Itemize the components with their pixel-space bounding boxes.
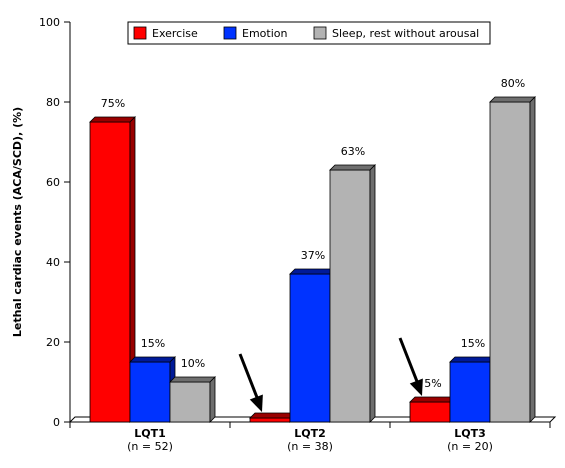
data-label: 63%	[341, 145, 365, 158]
arrow-head	[249, 394, 263, 412]
bar	[409, 396, 456, 423]
bar-front	[409, 401, 451, 423]
legend-swatch	[223, 26, 237, 40]
legend-swatch	[133, 26, 147, 40]
bar-front	[169, 381, 211, 423]
bar-front	[489, 101, 531, 423]
arrow-shaft	[238, 353, 260, 401]
legend-label: Exercise	[152, 27, 198, 40]
legend-label: Sleep, rest without arousal	[332, 27, 479, 40]
bar	[289, 268, 336, 423]
bar-top	[329, 164, 376, 171]
bar-front	[449, 361, 491, 423]
bar-front	[329, 169, 371, 423]
y-tick-label: 0	[53, 416, 60, 429]
bar-side	[529, 96, 536, 423]
bar-top	[89, 116, 136, 123]
data-label: 5%	[424, 377, 441, 390]
arrow-head	[409, 378, 423, 396]
category-label: LQT2	[294, 427, 326, 440]
data-label: 80%	[501, 77, 525, 90]
y-tick-label: 60	[46, 176, 60, 189]
annotation-arrows	[238, 337, 423, 412]
bar	[489, 96, 536, 423]
y-tick-label: 80	[46, 96, 60, 109]
bar	[169, 376, 216, 423]
data-label: 10%	[181, 357, 205, 370]
y-axis-title: Lethal cardiac events (ACA/SCD), (%)	[11, 107, 24, 337]
category-label: LQT1	[134, 427, 166, 440]
data-label: 37%	[301, 249, 325, 262]
bar-top	[449, 356, 496, 363]
data-labels: 75% 15% 10% 37% 63% 5% 15% 80%	[101, 77, 525, 390]
bar-top	[129, 356, 176, 363]
bar-top	[249, 412, 296, 419]
bar-front	[129, 361, 171, 423]
legend: Exercise Emotion Sleep, rest without arous…	[127, 21, 491, 45]
bar-front	[89, 121, 131, 423]
y-tick-label: 100	[39, 16, 60, 29]
legend-label: Emotion	[242, 27, 287, 40]
bar-front	[289, 273, 331, 423]
y-tick-label: 40	[46, 256, 60, 269]
bar	[329, 164, 376, 423]
category-sublabel: (n = 52)	[127, 440, 173, 453]
y-tick-label: 20	[46, 336, 60, 349]
bar	[129, 356, 176, 423]
arrow-down-right-icon	[398, 337, 423, 396]
legend-box	[127, 21, 491, 45]
bars	[89, 96, 536, 423]
data-label: 15%	[461, 337, 485, 350]
bar	[449, 356, 496, 423]
legend-swatch	[313, 26, 327, 40]
bar-top	[169, 376, 216, 383]
arrow-down-right-icon	[238, 353, 263, 412]
arrow-shaft	[398, 337, 420, 385]
bar	[249, 412, 296, 423]
category-label: LQT3	[454, 427, 486, 440]
data-label: 75%	[101, 97, 125, 110]
bar-top	[289, 268, 336, 275]
data-label: 15%	[141, 337, 165, 350]
bar	[89, 116, 136, 423]
bar-front	[249, 417, 291, 423]
category-sublabel: (n = 20)	[447, 440, 493, 453]
category-sublabel: (n = 38)	[287, 440, 333, 453]
bar-side	[369, 164, 376, 423]
bar-top	[489, 96, 536, 103]
bar-side	[209, 376, 216, 423]
bar-top	[409, 396, 456, 403]
